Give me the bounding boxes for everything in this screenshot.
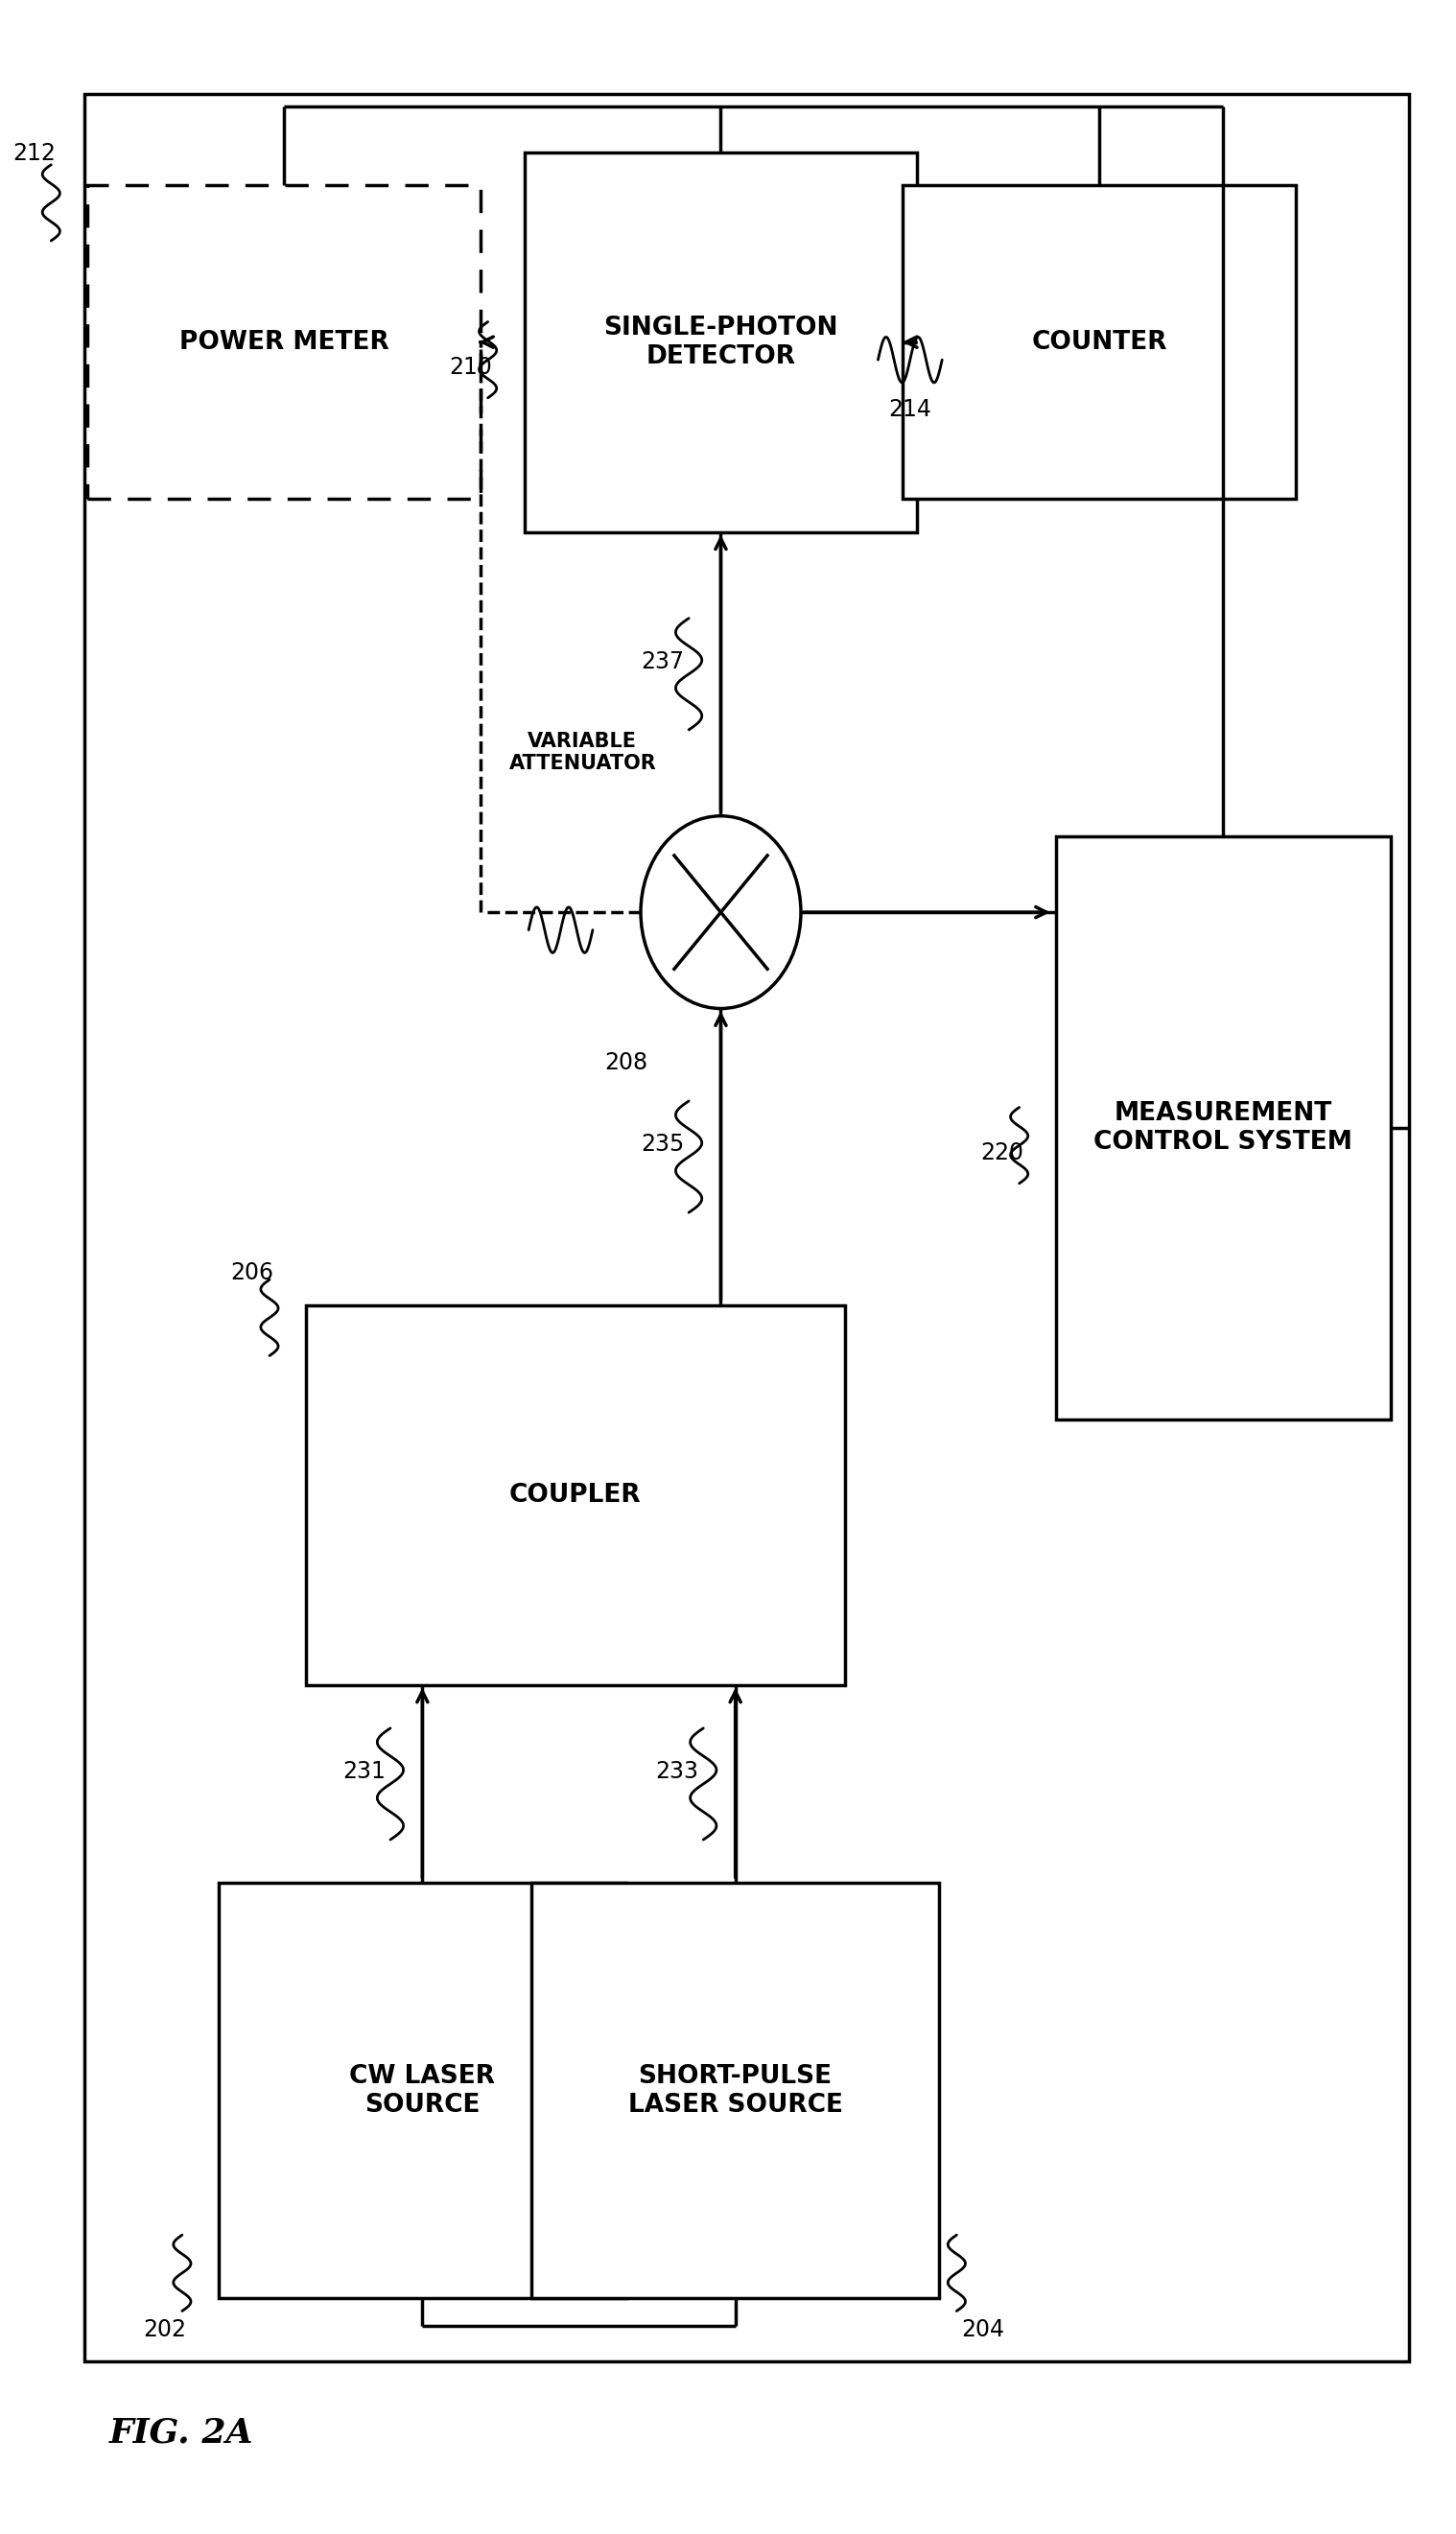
Text: COUPLER: COUPLER	[510, 1482, 641, 1508]
Text: 214: 214	[888, 398, 932, 421]
Text: 233: 233	[655, 1759, 699, 1784]
Text: VARIABLE
ATTENUATOR: VARIABLE ATTENUATOR	[508, 732, 657, 773]
FancyBboxPatch shape	[903, 185, 1296, 499]
FancyBboxPatch shape	[84, 94, 1409, 2362]
Text: 206: 206	[230, 1262, 274, 1285]
Text: FIG. 2A: FIG. 2A	[109, 2417, 253, 2448]
Text: MEASUREMENT
CONTROL SYSTEM: MEASUREMENT CONTROL SYSTEM	[1093, 1100, 1353, 1156]
Text: 210: 210	[450, 355, 492, 380]
Text: COUNTER: COUNTER	[1031, 329, 1168, 355]
Text: 212: 212	[13, 142, 55, 165]
Text: 237: 237	[641, 649, 684, 674]
Text: 220: 220	[980, 1140, 1024, 1166]
FancyBboxPatch shape	[531, 1883, 939, 2298]
FancyBboxPatch shape	[218, 1883, 626, 2298]
Ellipse shape	[641, 816, 801, 1009]
Text: 202: 202	[143, 2319, 186, 2341]
FancyBboxPatch shape	[524, 152, 917, 532]
FancyBboxPatch shape	[1056, 836, 1390, 1419]
FancyBboxPatch shape	[306, 1305, 844, 1685]
Text: CW LASER
SOURCE: CW LASER SOURCE	[349, 2063, 495, 2118]
FancyBboxPatch shape	[87, 185, 480, 499]
Text: SHORT-PULSE
LASER SOURCE: SHORT-PULSE LASER SOURCE	[628, 2063, 843, 2118]
Text: SINGLE-PHOTON
DETECTOR: SINGLE-PHOTON DETECTOR	[604, 314, 839, 370]
Text: 231: 231	[344, 1759, 386, 1784]
Text: 235: 235	[641, 1133, 684, 1156]
Text: 204: 204	[961, 2319, 1005, 2341]
Text: POWER METER: POWER METER	[179, 329, 389, 355]
Text: 208: 208	[604, 1052, 648, 1074]
